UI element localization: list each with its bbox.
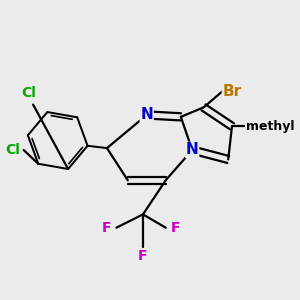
Text: Br: Br xyxy=(222,84,242,99)
Text: N: N xyxy=(186,142,199,158)
Text: Cl: Cl xyxy=(21,86,36,100)
Text: N: N xyxy=(140,107,153,122)
Text: F: F xyxy=(102,221,112,235)
Text: F: F xyxy=(170,221,180,235)
Text: F: F xyxy=(138,249,148,263)
Text: Cl: Cl xyxy=(5,143,20,157)
Text: methyl: methyl xyxy=(246,120,294,133)
